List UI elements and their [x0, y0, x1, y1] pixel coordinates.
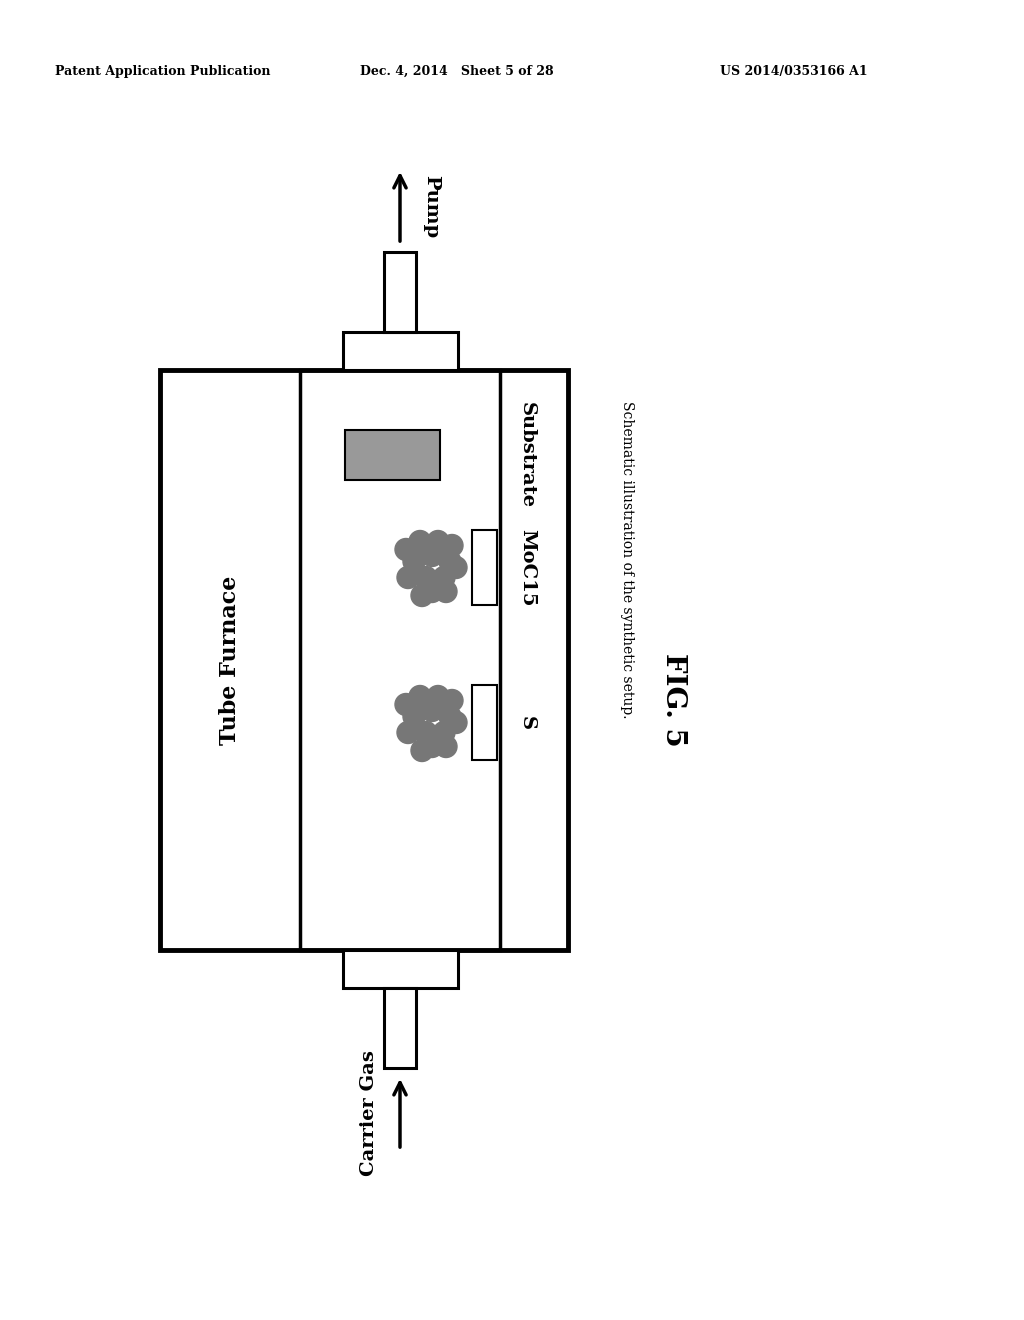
- Circle shape: [421, 544, 443, 566]
- Circle shape: [403, 550, 425, 573]
- Bar: [384, 252, 416, 333]
- Circle shape: [411, 585, 433, 606]
- Text: Schematic illustration of the synthetic setup.: Schematic illustration of the synthetic …: [620, 401, 634, 719]
- Circle shape: [397, 566, 419, 589]
- Circle shape: [409, 685, 431, 708]
- Bar: [472, 531, 497, 605]
- Text: Tube Furnace: Tube Furnace: [219, 576, 241, 744]
- Text: MoC15: MoC15: [518, 529, 536, 606]
- Circle shape: [397, 722, 419, 743]
- Text: FIG. 5: FIG. 5: [660, 653, 687, 747]
- Circle shape: [445, 711, 467, 734]
- Bar: [384, 987, 416, 1068]
- Text: S: S: [518, 715, 536, 730]
- Circle shape: [421, 735, 443, 758]
- Circle shape: [435, 581, 457, 602]
- Circle shape: [433, 566, 455, 589]
- Circle shape: [439, 550, 461, 573]
- Bar: [342, 333, 458, 370]
- Bar: [342, 950, 458, 987]
- Text: Pump: Pump: [422, 176, 440, 238]
- Circle shape: [409, 531, 431, 553]
- Circle shape: [415, 566, 437, 589]
- Circle shape: [435, 735, 457, 758]
- Circle shape: [395, 693, 417, 715]
- Circle shape: [411, 739, 433, 762]
- Text: Dec. 4, 2014   Sheet 5 of 28: Dec. 4, 2014 Sheet 5 of 28: [360, 65, 554, 78]
- Circle shape: [395, 539, 417, 561]
- Bar: [300, 370, 500, 950]
- Circle shape: [433, 722, 455, 743]
- Bar: [160, 370, 568, 950]
- Circle shape: [403, 705, 425, 727]
- Circle shape: [415, 722, 437, 743]
- Circle shape: [441, 535, 463, 557]
- Text: US 2014/0353166 A1: US 2014/0353166 A1: [720, 65, 867, 78]
- Text: Carrier Gas: Carrier Gas: [360, 1051, 378, 1176]
- Circle shape: [441, 689, 463, 711]
- Circle shape: [427, 531, 449, 553]
- Circle shape: [445, 557, 467, 578]
- Circle shape: [427, 685, 449, 708]
- Text: Substrate: Substrate: [518, 403, 536, 508]
- Text: Patent Application Publication: Patent Application Publication: [55, 65, 270, 78]
- Bar: [472, 685, 497, 760]
- Bar: [345, 430, 440, 480]
- Circle shape: [421, 700, 443, 722]
- Circle shape: [421, 581, 443, 602]
- Circle shape: [439, 705, 461, 727]
